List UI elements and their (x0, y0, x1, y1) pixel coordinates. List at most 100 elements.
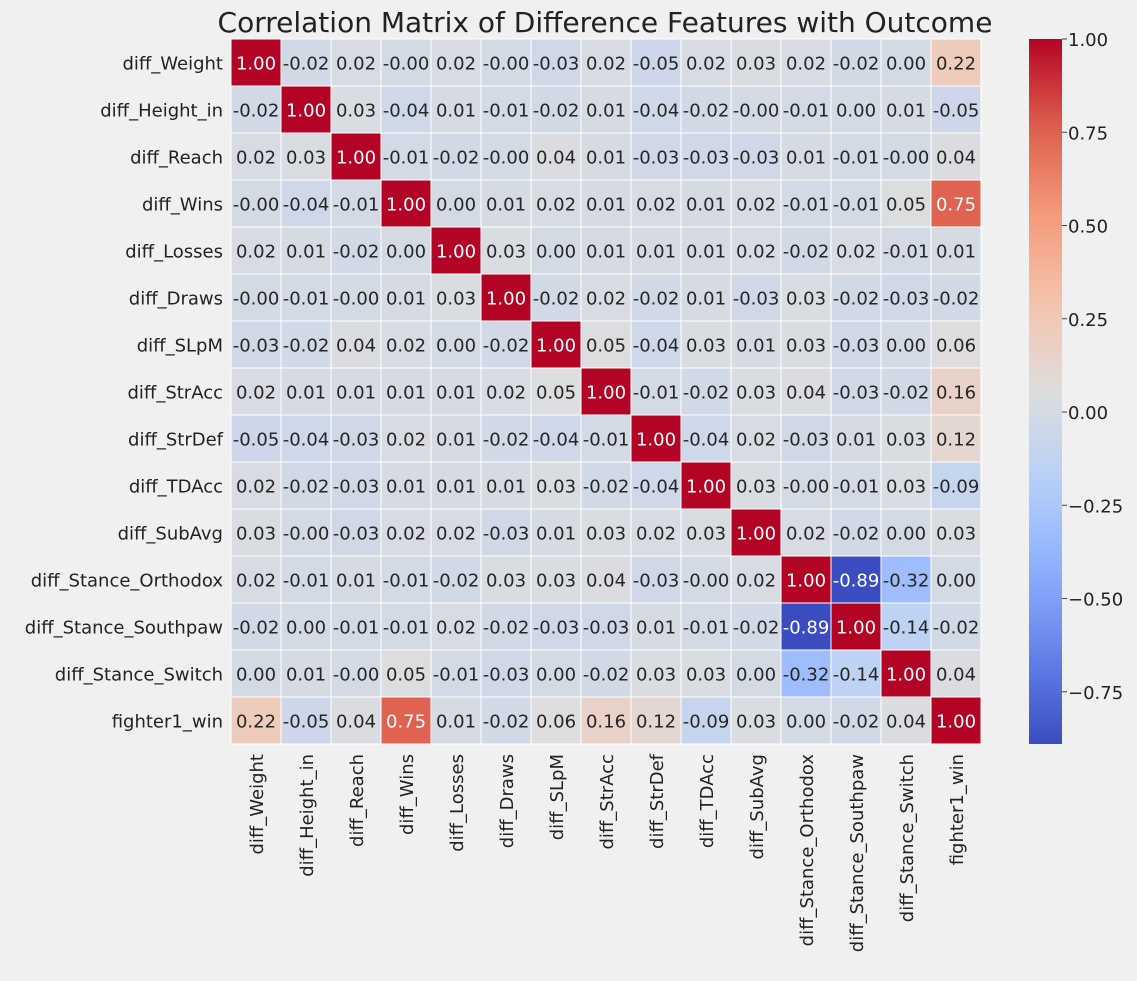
row-tick-label: diff_StrAcc (127, 383, 223, 404)
cell-value-label: 0.01 (636, 242, 676, 263)
cell-value-label: -0.02 (433, 571, 480, 592)
heatmap-cell (830, 273, 882, 322)
cell-value-label: -0.04 (383, 101, 430, 122)
cell-value-label: 0.02 (536, 195, 576, 216)
heatmap-cell (530, 85, 582, 134)
cell-value-label: -0.03 (333, 430, 380, 451)
cell-value-label: 1.00 (386, 195, 426, 216)
cell-value-label: -0.00 (883, 148, 930, 169)
heatmap-cell (280, 602, 332, 651)
column-tick-label: diff_StrAcc (597, 754, 618, 850)
cell-value-label: 1.00 (936, 712, 976, 733)
heatmap-cell (280, 414, 332, 463)
cell-value-label: 0.04 (786, 383, 826, 404)
cell-value-label: -0.00 (233, 195, 280, 216)
cell-value-label: 0.02 (436, 618, 476, 639)
heatmap-cell (930, 414, 982, 463)
cell-value-label: 0.01 (436, 477, 476, 498)
row-tick-label: diff_SubAvg (118, 524, 223, 545)
heatmap-cell (230, 555, 282, 604)
cell-value-label: 0.03 (436, 289, 476, 310)
cell-value-label: -0.00 (483, 54, 530, 75)
heatmap-cell (530, 508, 582, 557)
cell-value-label: 1.00 (886, 665, 926, 686)
cell-value-label: -0.02 (933, 289, 980, 310)
cell-value-label: -0.03 (683, 148, 730, 169)
heatmap-cell (830, 508, 882, 557)
cell-value-label: 1.00 (486, 289, 526, 310)
row-labels: diff_Weight diff_Height_in diff_Reach diff_… (25, 54, 224, 733)
heatmap-cell (480, 226, 532, 275)
heatmap-cell (880, 461, 932, 510)
heatmap-cell (880, 273, 932, 322)
heatmap-cell (880, 602, 932, 651)
heatmap-cell (630, 696, 682, 745)
cell-value-label: -0.02 (583, 665, 630, 686)
cell-value-label: -0.03 (333, 524, 380, 545)
heatmap-cell (680, 179, 732, 228)
cell-value-label: -0.03 (833, 383, 880, 404)
cell-value-label: 0.04 (936, 148, 976, 169)
heatmap-cell (580, 602, 632, 651)
heatmap-cell (830, 461, 882, 510)
cell-value-label: 1.00 (586, 383, 626, 404)
heatmap-cell (680, 320, 732, 369)
cell-value-label: -0.02 (433, 148, 480, 169)
heatmap-cell (230, 179, 282, 228)
cell-value-label: -0.03 (533, 618, 580, 639)
heatmap-cell (830, 602, 882, 651)
heatmap-cell (280, 367, 332, 416)
cell-value-label: -0.32 (883, 571, 930, 592)
heatmap-cell (830, 85, 882, 134)
cell-value-label: -0.01 (783, 101, 830, 122)
cell-value-label: -0.04 (533, 430, 580, 451)
heatmap-cell (930, 555, 982, 604)
cell-value-label: 0.16 (936, 383, 976, 404)
cell-value-label: 0.06 (536, 712, 576, 733)
heatmap-cell (330, 367, 382, 416)
cell-value-label: 0.05 (886, 195, 926, 216)
heatmap-cell (730, 649, 782, 698)
cell-value-label: -0.01 (583, 430, 630, 451)
heatmap-cell (480, 85, 532, 134)
row-tick-label: diff_Stance_Orthodox (31, 571, 224, 592)
cell-value-label: 0.03 (736, 54, 776, 75)
heatmap-cell-labels: 1.00 -0.02 0.02 -0.00 0.02 -0.00 -0.03 0.02 -0.0… (233, 54, 980, 733)
heatmap-cell (430, 320, 482, 369)
cell-value-label: -0.05 (633, 54, 680, 75)
cell-value-label: 0.01 (836, 430, 876, 451)
column-tick-label: diff_SubAvg (747, 754, 768, 859)
cell-value-label: -0.01 (283, 289, 330, 310)
heatmap-cell (530, 132, 582, 181)
cell-value-label: -0.02 (683, 383, 730, 404)
cell-value-label: -0.04 (633, 477, 680, 498)
cell-value-label: 0.02 (586, 289, 626, 310)
heatmap-cell (330, 461, 382, 510)
heatmap-cell (480, 508, 532, 557)
cell-value-label: 0.03 (686, 524, 726, 545)
cell-value-label: -0.00 (783, 477, 830, 498)
cell-value-label: -0.03 (483, 524, 530, 545)
heatmap-cell (480, 320, 532, 369)
cell-value-label: 0.01 (386, 383, 426, 404)
heatmap-cell (730, 555, 782, 604)
cell-value-label: 0.02 (336, 54, 376, 75)
cell-value-label: 0.00 (786, 712, 826, 733)
colorbar-tick-label: −0.50 (1068, 590, 1123, 611)
cell-value-label: -0.00 (383, 54, 430, 75)
column-labels: diff_Weight diff_Height_in diff_Reach diff_… (247, 753, 968, 952)
cell-value-label: 0.02 (636, 524, 676, 545)
row-tick-label: diff_SLpM (137, 336, 223, 357)
heatmap-cell (930, 696, 982, 745)
heatmap-cell (880, 367, 932, 416)
heatmap-cell (630, 132, 682, 181)
heatmap-cell (630, 226, 682, 275)
cell-value-label: 0.03 (786, 289, 826, 310)
heatmap-cell (930, 320, 982, 369)
cell-value-label: 0.01 (636, 618, 676, 639)
cell-value-label: 0.04 (936, 665, 976, 686)
cell-value-label: 1.00 (736, 524, 776, 545)
heatmap-cell (830, 226, 882, 275)
cell-value-label: -0.01 (333, 195, 380, 216)
cell-value-label: 0.01 (436, 101, 476, 122)
